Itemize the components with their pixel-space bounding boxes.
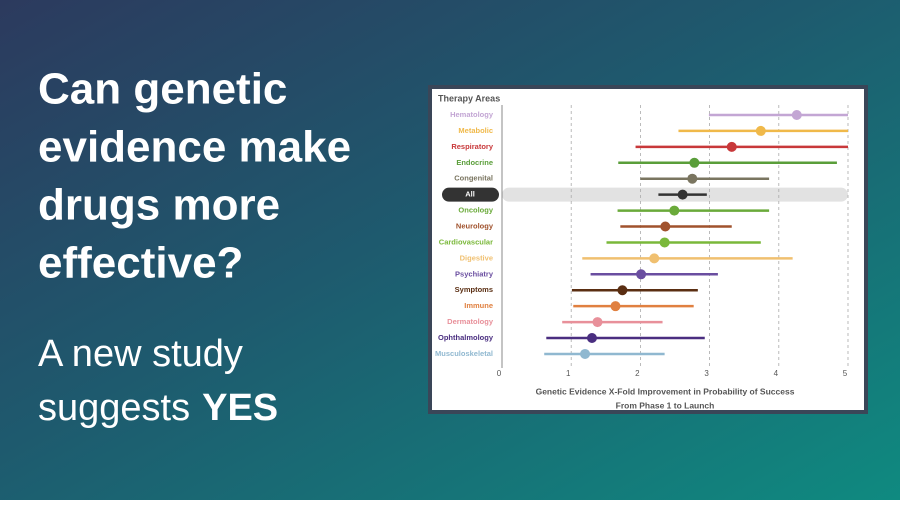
point (687, 173, 698, 184)
point (791, 110, 802, 120)
x-tick-label: 2 (635, 369, 640, 378)
category-label: Digestive (460, 253, 493, 262)
point (592, 317, 603, 328)
category-label: Symptoms (455, 285, 493, 294)
x-tick-label: 3 (704, 369, 709, 378)
chart-panel (428, 85, 868, 414)
plot: 0 1 2 3 4 5 Hematology Metabolic Respiratory Endo… (435, 105, 849, 378)
category-label: Dermatology (447, 317, 494, 326)
subheadline-text: suggests (38, 387, 190, 429)
subheadline: A new study (38, 333, 243, 375)
x-axis-label: From Phase 1 to Launch (616, 400, 715, 410)
subheadline: suggests YES (38, 387, 278, 429)
category-label: All (465, 190, 475, 199)
category-label: Immune (464, 301, 493, 310)
point (755, 125, 766, 136)
point (617, 285, 628, 296)
category-label: Neurology (456, 221, 494, 230)
point (659, 237, 670, 248)
point (677, 189, 688, 200)
x-tick-label: 4 (774, 369, 779, 378)
headline-line: Can genetic (38, 65, 287, 114)
category-label: Ophthalmology (438, 333, 494, 342)
point (649, 253, 660, 264)
x-tick-label: 5 (843, 369, 848, 378)
point (669, 205, 680, 216)
point (586, 333, 597, 344)
category-label: Oncology (458, 206, 493, 215)
category-label: Endocrine (456, 158, 493, 167)
category-label: Hematology (450, 110, 494, 119)
headline-line: drugs more (38, 181, 280, 230)
point (660, 221, 671, 232)
point (689, 157, 700, 168)
point (610, 301, 621, 312)
category-label: Cardiovascular (439, 237, 493, 246)
point (636, 269, 647, 280)
highlight-pill (442, 187, 499, 202)
category-label: Metabolic (458, 126, 493, 135)
category-label: Musculoskeletal (435, 349, 493, 358)
headline-line: effective? (38, 239, 243, 288)
category-label: Psychiatry (455, 269, 494, 278)
x-tick-label: 1 (566, 369, 571, 378)
x-axis-label: Genetic Evidence X-Fold Improvement in P… (536, 386, 795, 396)
point (726, 141, 737, 152)
headline: Can genetic evidence make drugs more eff… (38, 65, 351, 288)
category-label: Respiratory (451, 142, 494, 151)
legend-title: Therapy Areas (438, 93, 500, 103)
headline-line: evidence make (38, 123, 351, 172)
x-tick-label: 0 (497, 369, 502, 378)
subheadline-emphasis: YES (202, 387, 278, 429)
category-label: Congenital (454, 174, 493, 183)
point (580, 348, 591, 359)
